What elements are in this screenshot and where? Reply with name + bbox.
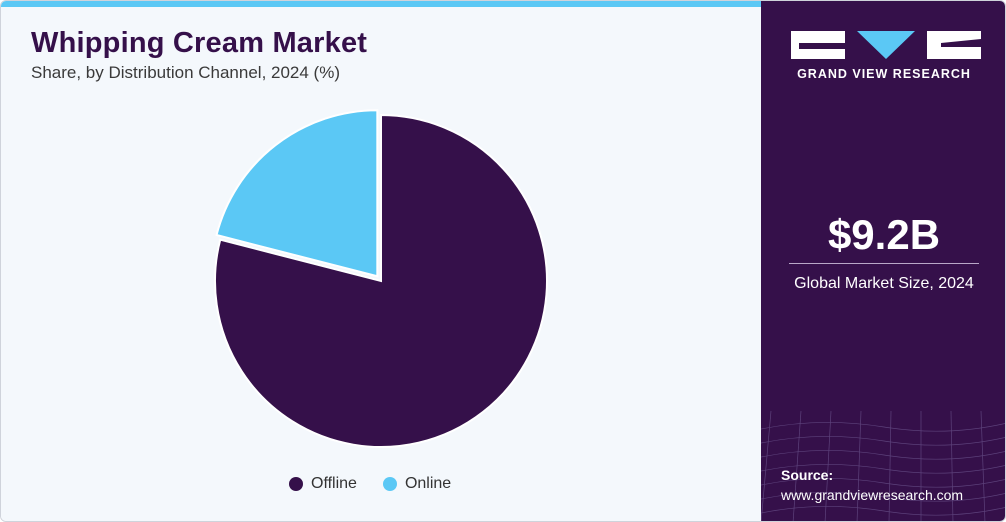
pie-slice-offline [214,113,548,448]
legend-label-online: Online [404,475,452,492]
source-note: Source: www.grandviewresearch.com [781,465,963,505]
info-sidebar: GRAND VIEW RESEARCH $9.2B Global Market … [761,1,1005,521]
accent-top-bar [1,1,761,7]
chart-subtitle: Share, by Distribution Channel, 2024 (%) [31,63,340,82]
stat-divider [789,263,979,264]
chart-panel: Whipping Cream Market Share, by Distribu… [1,1,761,521]
market-size-value: $9.2B [827,211,941,258]
legend-item-offline: Offline [289,475,357,493]
grand-view-research-logo [791,31,981,59]
pie-chart [214,109,548,448]
source-label: Source: [781,467,834,483]
legend-swatch-online [382,477,397,491]
legend-label-offline: Offline [311,475,357,492]
wave-grid-decoration [761,411,1005,521]
brand-name: GRAND VIEW RESEARCH [797,67,971,81]
legend-item-online: Online [382,475,452,493]
chart-title: Whipping Cream Market [31,27,368,59]
market-size-label: Global Market Size, 2024 [794,275,974,292]
source-url: www.grandviewresearch.com [781,487,964,503]
pie-slice-online [215,109,379,278]
chart-legend: Offline Online [289,473,451,495]
legend-swatch-offline [289,477,303,491]
